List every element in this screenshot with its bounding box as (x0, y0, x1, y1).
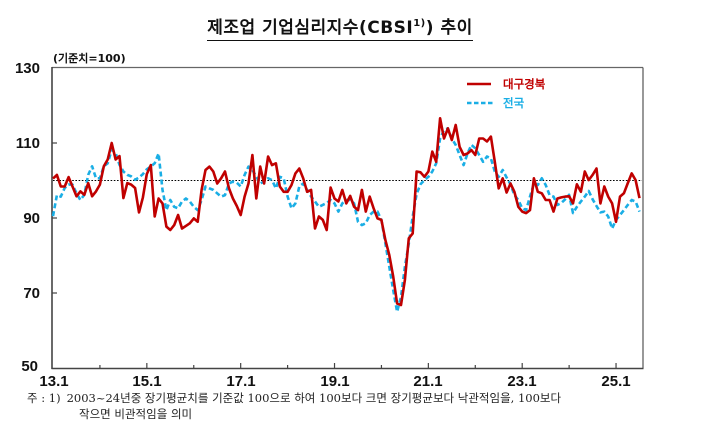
legend-item-daegu-gyeongbuk: 대구경북 (467, 77, 546, 91)
x-axis-ticks (99, 363, 617, 368)
chart-title: 제조업 기업심리지수(CBSI1)) 추이 (0, 17, 680, 41)
y-tick-label-50: 50 (21, 358, 38, 375)
y-tick-label-70: 70 (23, 285, 40, 302)
unit-label: (기준치=100) (53, 52, 126, 65)
x-tick-label-17-1: 17.1 (226, 373, 255, 390)
footnote-line-2: 작으면 비관적임을 의미 (79, 407, 193, 421)
chart-title-footnote-marker: 1) (413, 18, 426, 29)
footnote-line-1: 주 : 1) 2003~24년중 장기평균치를 기준값 100으로 하여 100보… (27, 390, 561, 406)
legend: 대구경북 전국 (467, 77, 546, 110)
y-tick-label-110: 110 (16, 135, 40, 152)
x-tick-label-15-1: 15.1 (132, 373, 161, 390)
legend-item-national: 전국 (467, 96, 525, 110)
chart-title-text: 제조업 기업심리지수(CBSI1)) 추이 (207, 17, 473, 41)
footnote: 주 : 1) 2003~24년중 장기평균치를 기준값 100으로 하여 100보… (27, 390, 561, 422)
legend-label-national: 전국 (503, 96, 525, 110)
y-tick-label-130: 130 (15, 60, 40, 77)
x-tick-label-21-1: 21.1 (413, 373, 442, 390)
y-axis-ticks (52, 142, 57, 294)
series-line-daegu-gyeongbuk (52, 117, 641, 307)
y-tick-label-90: 90 (23, 210, 40, 227)
footnote-text-1: 2003~24년중 장기평균치를 기준값 100으로 하여 100보다 크면 장… (66, 391, 562, 405)
footnote-prefix: 주 : 1) (27, 391, 61, 405)
chart-title-main: 제조업 기업심리지수(CBSI (207, 18, 414, 38)
chart-title-tail: ) 추이 (425, 18, 473, 38)
x-tick-label-13-1: 13.1 (39, 373, 68, 390)
legend-label-daegu-gyeongbuk: 대구경북 (503, 77, 546, 91)
series-line-national (51, 127, 641, 314)
x-tick-label-19-1: 19.1 (320, 373, 349, 390)
x-tick-label-25-1: 25.1 (601, 373, 630, 390)
x-tick-label-23-1: 23.1 (507, 373, 536, 390)
